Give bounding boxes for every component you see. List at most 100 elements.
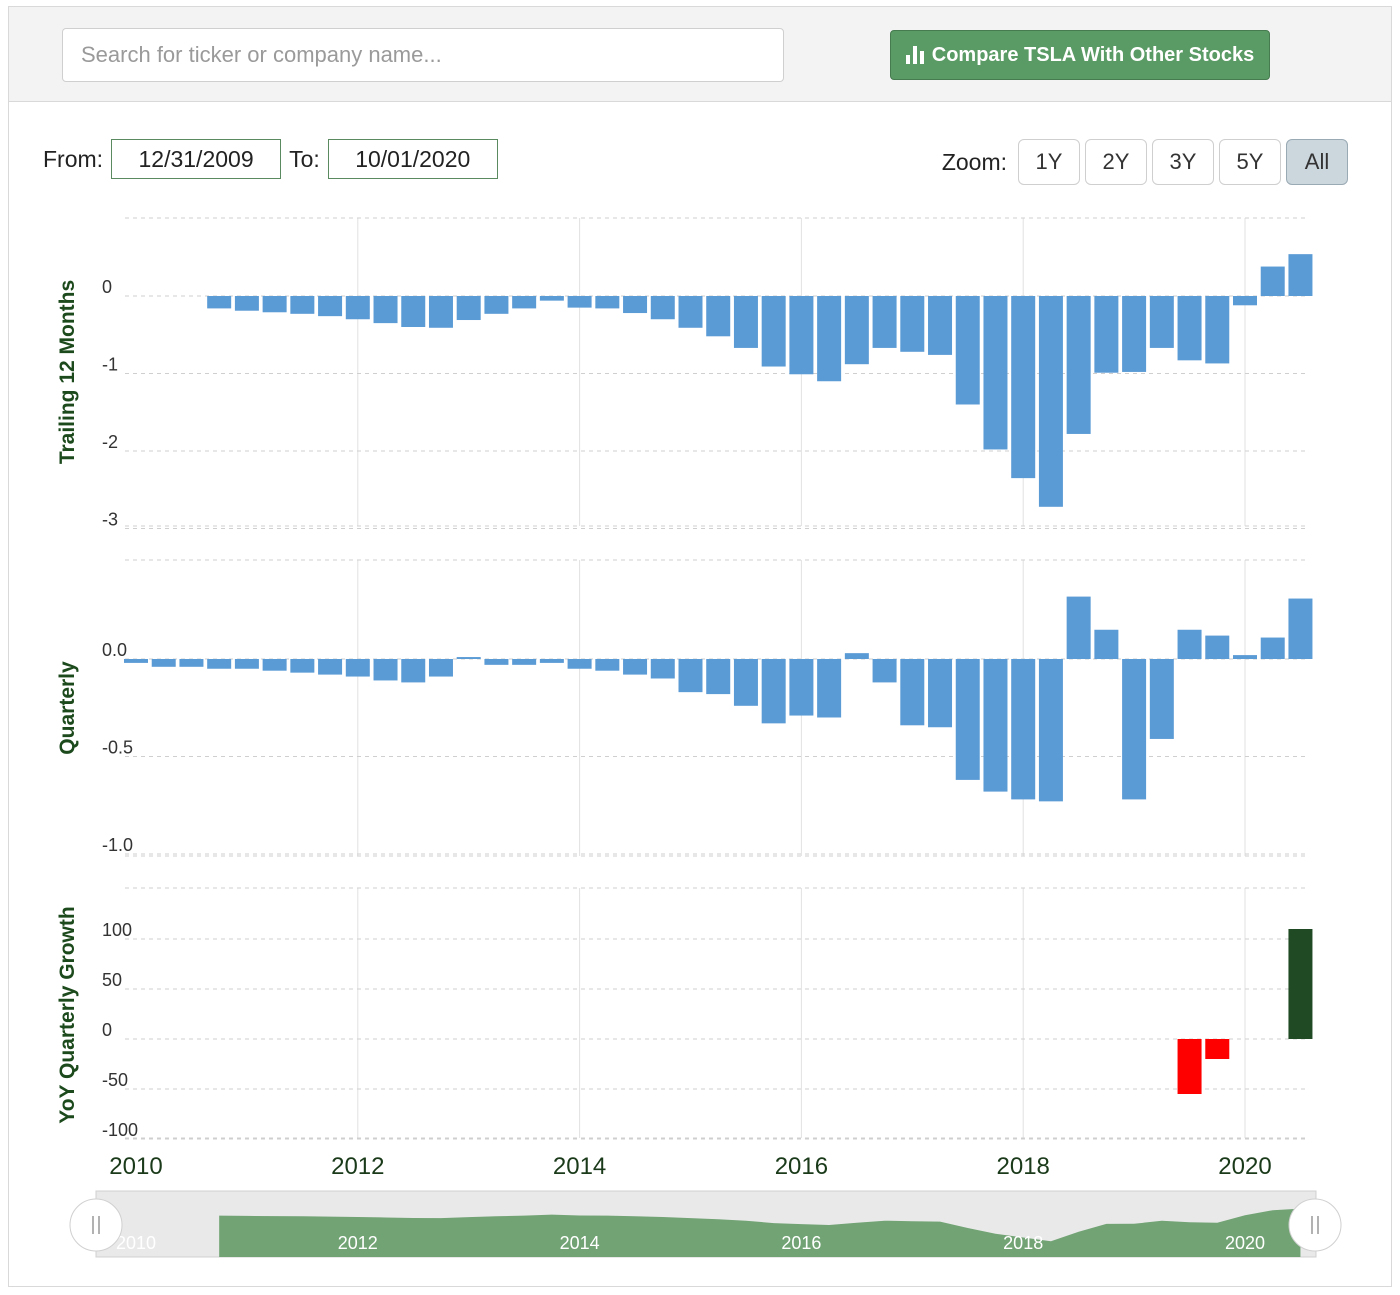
zoom-label: Zoom: xyxy=(941,148,1007,175)
bar xyxy=(428,296,453,328)
bar xyxy=(1122,659,1147,800)
bar xyxy=(234,659,259,669)
zoom-3y-button[interactable]: 3Y xyxy=(1152,139,1214,185)
bar xyxy=(539,659,564,663)
bar xyxy=(318,296,343,317)
x-tick-label: 2020 xyxy=(1218,1153,1271,1180)
y-tick-label: -1.0 xyxy=(102,835,133,855)
zoom-1y-button[interactable]: 1Y xyxy=(1018,139,1080,185)
bar xyxy=(1260,266,1285,296)
chart-frame xyxy=(8,6,1392,1287)
navigator-left-handle[interactable] xyxy=(69,1198,123,1252)
y-axis-title: YoY Quarterly Growth xyxy=(56,906,79,1123)
bar xyxy=(1260,637,1285,659)
bar xyxy=(1233,655,1257,659)
y-tick-label: 0 xyxy=(102,1020,112,1040)
bar xyxy=(900,659,925,726)
bar xyxy=(789,296,814,375)
zoom-2y-button[interactable]: 2Y xyxy=(1085,139,1147,185)
bar xyxy=(373,659,398,681)
bar xyxy=(983,659,1008,792)
y-tick-label: -0.5 xyxy=(102,738,133,758)
bar xyxy=(844,296,869,365)
bar xyxy=(623,659,648,675)
x-tick-label: 2018 xyxy=(997,1153,1050,1180)
y-tick-label: -1 xyxy=(102,355,118,375)
bar xyxy=(595,296,620,309)
y-axis-title: Trailing 12 Months xyxy=(56,280,79,464)
bar xyxy=(650,659,675,679)
bar xyxy=(928,296,953,355)
bar xyxy=(456,296,481,321)
y-tick-label: 0 xyxy=(102,277,112,297)
bar xyxy=(567,659,592,669)
bar xyxy=(1011,296,1036,479)
bar xyxy=(844,653,869,659)
bar xyxy=(1066,296,1091,434)
bar xyxy=(1011,659,1036,800)
bar xyxy=(1177,1039,1202,1094)
bar xyxy=(151,659,176,667)
y-axis-title: Quarterly xyxy=(56,661,79,755)
bar xyxy=(1094,296,1119,373)
bar xyxy=(567,296,592,308)
bar xyxy=(318,659,343,675)
y-tick-label: -2 xyxy=(102,432,118,452)
navigator-label: 2018 xyxy=(1003,1233,1043,1253)
y-tick-label: -50 xyxy=(102,1070,128,1090)
bar xyxy=(1038,659,1063,802)
bar xyxy=(401,659,426,683)
bar xyxy=(650,296,675,320)
bar xyxy=(290,296,315,314)
bar xyxy=(872,659,897,683)
compare-stocks-button[interactable]: Compare TSLA With Other Stocks xyxy=(890,30,1270,80)
bar xyxy=(706,659,731,695)
bar xyxy=(983,296,1008,450)
bar xyxy=(1288,254,1313,296)
bar-chart-icon xyxy=(905,46,924,64)
bar xyxy=(1233,296,1257,306)
x-tick-label: 2012 xyxy=(331,1153,384,1180)
y-tick-label: 50 xyxy=(102,970,122,990)
bar xyxy=(623,296,648,314)
zoom-all-button[interactable]: All xyxy=(1286,139,1348,185)
zoom-controls: Zoom: 1Y 2Y 3Y 5Y All xyxy=(942,139,1348,185)
to-label: To: xyxy=(289,145,320,172)
bar xyxy=(1149,659,1174,739)
to-date-input[interactable] xyxy=(327,139,498,179)
bar xyxy=(428,659,453,677)
navigator-label: 2016 xyxy=(781,1233,821,1253)
bar xyxy=(1122,296,1147,372)
bar xyxy=(817,659,842,718)
bar xyxy=(124,659,148,663)
bar xyxy=(789,659,814,716)
bar xyxy=(207,659,232,669)
bar xyxy=(1205,1039,1230,1059)
bar xyxy=(512,659,537,665)
compare-stocks-label: Compare TSLA With Other Stocks xyxy=(931,43,1255,66)
navigator-label: 2020 xyxy=(1225,1233,1265,1253)
bar xyxy=(401,296,426,327)
bar xyxy=(179,659,204,667)
bar xyxy=(373,296,398,324)
zoom-5y-button[interactable]: 5Y xyxy=(1219,139,1281,185)
from-date-input[interactable] xyxy=(111,139,282,179)
x-tick-label: 2010 xyxy=(109,1153,162,1180)
bar xyxy=(733,659,758,706)
y-tick-label: 0.0 xyxy=(102,640,127,660)
bar xyxy=(817,296,842,382)
search-input[interactable] xyxy=(62,28,784,82)
bar xyxy=(1177,296,1202,361)
bar xyxy=(262,659,287,671)
bar xyxy=(1038,296,1063,507)
bar xyxy=(1177,629,1202,659)
bar xyxy=(928,659,953,728)
bar xyxy=(345,296,370,320)
bar xyxy=(872,296,897,348)
bar xyxy=(456,657,481,659)
navigator-right-handle[interactable] xyxy=(1288,1198,1342,1252)
bar xyxy=(761,659,786,724)
bar xyxy=(733,296,758,348)
navigator-label: 2012 xyxy=(338,1233,378,1253)
